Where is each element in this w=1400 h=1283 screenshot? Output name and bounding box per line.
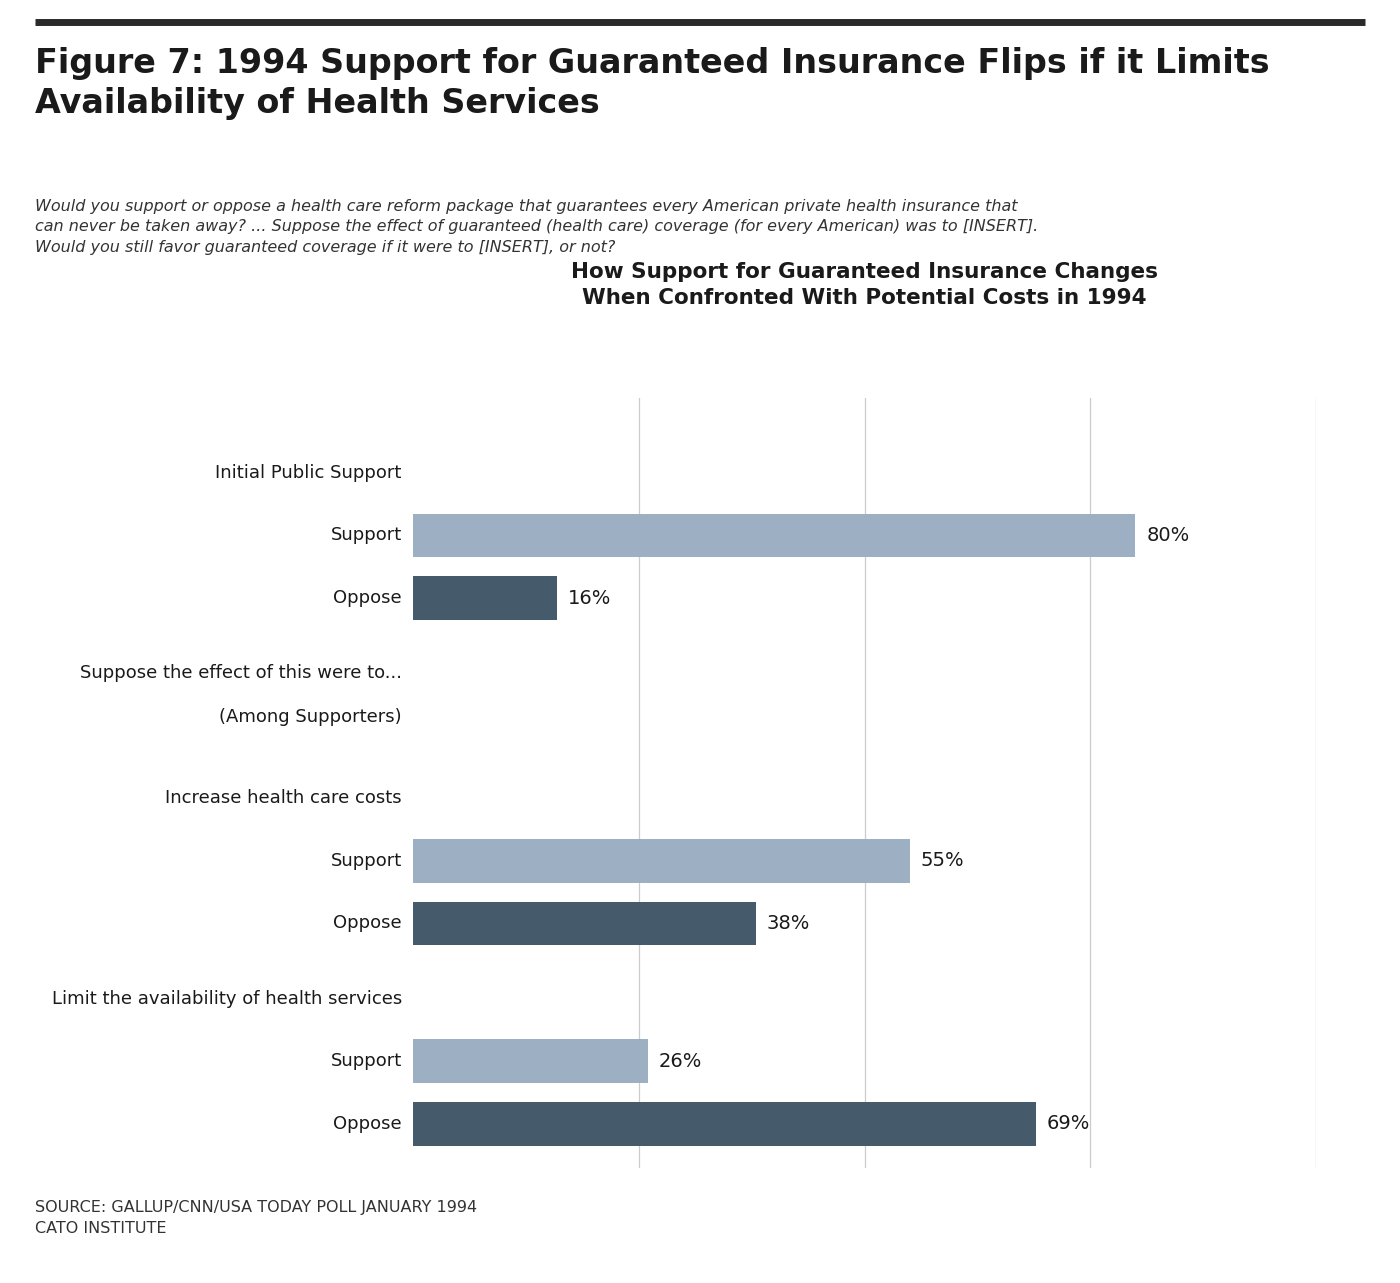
Text: Figure 7: 1994 Support for Guaranteed Insurance Flips if it Limits
Availability : Figure 7: 1994 Support for Guaranteed In…	[35, 47, 1270, 121]
Text: Increase health care costs: Increase health care costs	[165, 789, 402, 807]
Bar	[413, 513, 1135, 557]
Text: Oppose: Oppose	[333, 915, 402, 933]
Text: 16%: 16%	[568, 589, 612, 608]
Text: Support: Support	[330, 1052, 402, 1070]
Bar	[413, 902, 756, 946]
Bar	[413, 576, 557, 620]
Text: 26%: 26%	[658, 1052, 701, 1070]
Text: 55%: 55%	[920, 852, 965, 870]
Bar	[413, 839, 910, 883]
Text: Oppose: Oppose	[333, 589, 402, 607]
Text: (Among Supporters): (Among Supporters)	[220, 708, 402, 726]
Text: Support: Support	[330, 852, 402, 870]
Text: Limit the availability of health services: Limit the availability of health service…	[52, 989, 402, 1007]
Bar	[413, 1102, 1036, 1146]
Text: 80%: 80%	[1147, 526, 1190, 545]
Text: Suppose the effect of this were to...: Suppose the effect of this were to...	[80, 665, 402, 683]
Text: Would you support or oppose a health care reform package that guarantees every A: Would you support or oppose a health car…	[35, 199, 1039, 254]
Text: Oppose: Oppose	[333, 1115, 402, 1133]
Text: How Support for Guaranteed Insurance Changes
When Confronted With Potential Cost: How Support for Guaranteed Insurance Cha…	[571, 262, 1158, 308]
Text: SOURCE: GALLUP/CNN/USA TODAY POLL JANUARY 1994
CATO INSTITUTE: SOURCE: GALLUP/CNN/USA TODAY POLL JANUAR…	[35, 1200, 477, 1236]
Text: Support: Support	[330, 526, 402, 544]
Bar	[413, 1039, 648, 1083]
Text: 38%: 38%	[767, 913, 811, 933]
Text: Initial Public Support: Initial Public Support	[216, 464, 402, 482]
Text: 69%: 69%	[1047, 1114, 1091, 1133]
